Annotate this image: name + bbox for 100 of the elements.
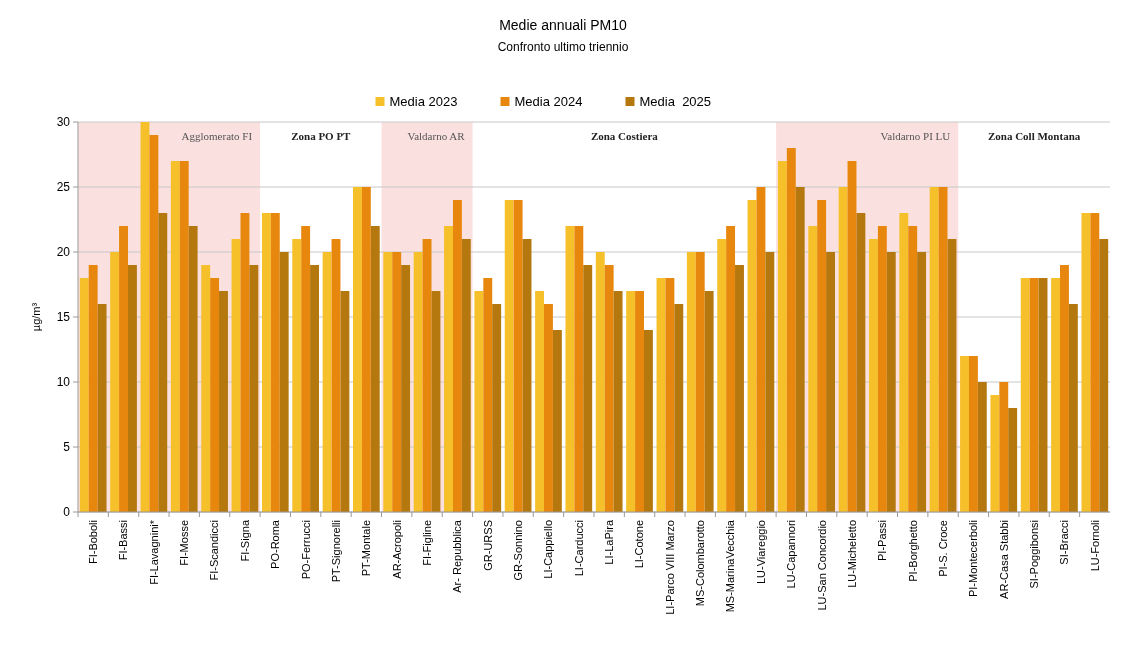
- bar: [140, 122, 150, 512]
- bar: [686, 252, 696, 512]
- bar: [201, 265, 211, 512]
- bar: [149, 135, 159, 512]
- x-tick-label: PT-Montale: [360, 520, 373, 577]
- y-tick-label: 25: [56, 180, 71, 195]
- band-label: Agglomerato FI: [181, 130, 253, 142]
- bar: [808, 226, 818, 512]
- bar: [170, 161, 180, 512]
- bar: [231, 239, 241, 512]
- bar: [665, 278, 675, 512]
- annotation: Zona Costiera: [590, 130, 659, 142]
- bar: [574, 226, 584, 512]
- legend-label: Media 2023: [389, 94, 458, 109]
- bar: [401, 265, 411, 512]
- bar: [795, 187, 805, 512]
- bar: [353, 187, 362, 512]
- bar: [413, 252, 423, 512]
- bar: [1020, 278, 1030, 512]
- bar: [977, 382, 987, 512]
- y-tick-label: 15: [56, 310, 71, 325]
- bar: [999, 382, 1009, 512]
- y-tick-label: 0: [63, 505, 71, 520]
- bar: [483, 278, 493, 512]
- bar: [219, 291, 228, 512]
- bar: [444, 226, 453, 512]
- bar: [595, 252, 605, 512]
- x-tick-label: LI-Cappiello: [542, 520, 555, 579]
- bar: [261, 213, 271, 512]
- x-tick-label: LU-Fornoli: [1088, 520, 1101, 572]
- x-tick-label: SI-Bracci: [1058, 520, 1071, 565]
- chart-title: Medie annuali PM10: [499, 17, 628, 33]
- x-tick-label: LI-LaPira: [603, 519, 616, 565]
- bar: [97, 304, 107, 512]
- chart-subtitle: Confronto ultimo triennio: [497, 40, 629, 54]
- annotation: Zona Coll Montana: [987, 130, 1081, 142]
- bar: [847, 161, 857, 512]
- y-axis-title: µg/m³: [30, 302, 42, 332]
- x-tick-label: MS-Colombarotto: [694, 520, 707, 607]
- bar: [119, 226, 128, 512]
- x-tick-label: FI-Lavagnini*: [147, 519, 160, 585]
- bar: [292, 239, 302, 512]
- bar: [1051, 278, 1061, 512]
- x-tick-label: AR-Casa Stabbi: [997, 520, 1010, 599]
- bar: [695, 252, 705, 512]
- bar: [626, 291, 636, 512]
- x-tick-label: PT-Signorelli: [329, 520, 342, 583]
- x-tick-label: GR-URSS: [481, 520, 494, 571]
- bar: [240, 213, 250, 512]
- bar: [461, 239, 471, 512]
- annotation: Zona PO PT: [291, 130, 352, 142]
- bar: [1068, 304, 1078, 512]
- x-tick-label: FI-Mosse: [178, 520, 191, 566]
- bar: [929, 187, 939, 512]
- x-tick-label: FI-Boboli: [87, 520, 100, 565]
- y-tick-label: 20: [56, 245, 71, 260]
- bar: [877, 226, 887, 512]
- y-tick-label: 10: [56, 375, 71, 390]
- bar: [756, 187, 766, 512]
- x-tick-label: PI-Borghetto: [906, 520, 919, 582]
- bar: [474, 291, 484, 512]
- bar: [552, 330, 562, 512]
- y-tick-label: 5: [63, 440, 71, 455]
- x-tick-label: LU-San Concordio: [815, 520, 828, 611]
- bar: [826, 252, 835, 512]
- bar: [765, 252, 775, 512]
- x-tick-label: LI-Carducci: [572, 520, 585, 577]
- bar: [704, 291, 714, 512]
- bar: [522, 239, 532, 512]
- bar: [110, 252, 120, 512]
- bar: [917, 252, 927, 512]
- bar: [635, 291, 644, 512]
- bar: [535, 291, 545, 512]
- bar: [869, 239, 878, 512]
- bar: [1008, 408, 1018, 512]
- bar: [886, 252, 896, 512]
- x-tick-label: LU-Micheletto: [845, 520, 858, 588]
- x-tick-label: LI-Parco VIII Marzo: [663, 520, 676, 615]
- bar: [1099, 239, 1109, 512]
- x-tick-label: LU-Viareggio: [754, 520, 767, 585]
- bar: [604, 265, 614, 512]
- bar: [1090, 213, 1100, 512]
- bar: [968, 356, 978, 512]
- legend-label: Media 2024: [514, 94, 583, 109]
- bar: [158, 213, 168, 512]
- bar: [786, 148, 796, 512]
- bar: [899, 213, 909, 512]
- bar: [856, 213, 866, 512]
- bar: [817, 200, 827, 512]
- x-tick-label: MS-MarinaVecchia: [724, 519, 737, 613]
- bar: [88, 265, 98, 512]
- bar: [492, 304, 502, 512]
- bar: [726, 226, 736, 512]
- bar: [513, 200, 523, 512]
- bar: [583, 265, 593, 512]
- x-tick-label: PO-Ferrucci: [299, 520, 312, 580]
- bar: [1060, 265, 1069, 512]
- bar: [717, 239, 727, 512]
- bar: [127, 265, 137, 512]
- bar: [908, 226, 918, 512]
